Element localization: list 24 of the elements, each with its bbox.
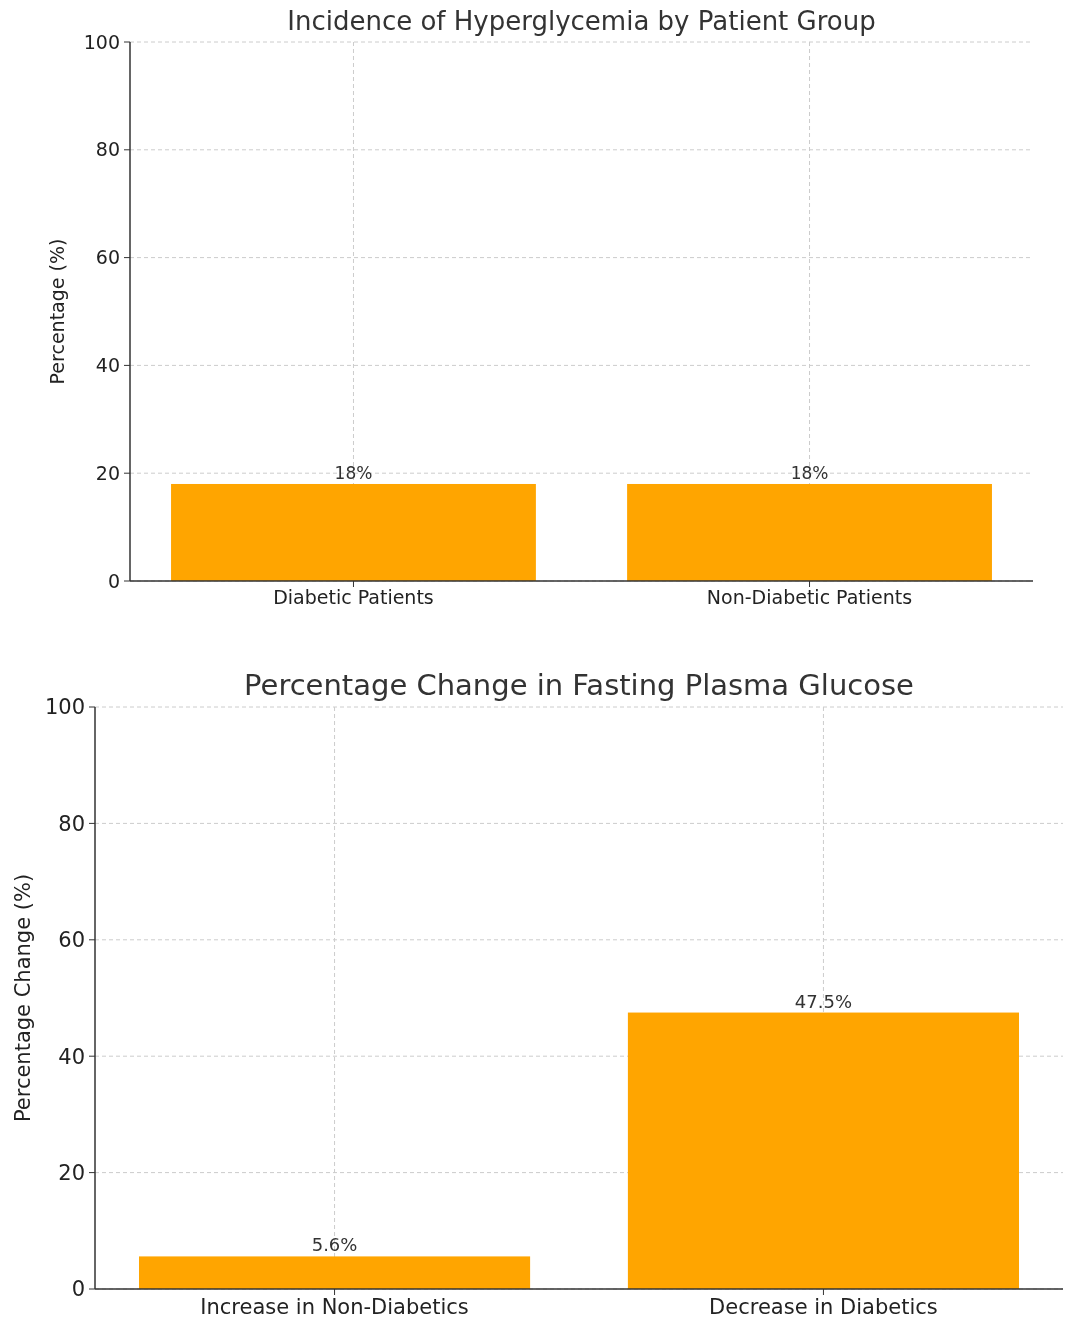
- y-tick-label: 0: [107, 569, 120, 592]
- chart-title: Percentage Change in Fasting Plasma Glucose: [244, 668, 914, 702]
- data-label: 47.5%: [794, 990, 853, 1012]
- y-axis-title: Percentage (%): [46, 238, 68, 385]
- y-tick-label: 20: [58, 1160, 85, 1185]
- y-tick-label: 40: [95, 354, 120, 377]
- chart-title: Incidence of Hyperglycemia by Patient Group: [287, 6, 876, 36]
- y-tick-label: 60: [58, 928, 85, 953]
- y-tick-label: 60: [95, 246, 120, 269]
- x-tick-label: Decrease in Diabetics: [709, 1294, 938, 1319]
- y-tick-label: 80: [95, 138, 120, 161]
- y-tick-label: 100: [44, 695, 85, 720]
- y-tick-label: 100: [83, 30, 120, 53]
- y-axis-title: Percentage Change (%): [11, 873, 35, 1123]
- y-tick-label: 0: [71, 1277, 85, 1302]
- data-label: 18%: [334, 462, 373, 483]
- data-label: 18%: [790, 462, 829, 483]
- x-tick-label: Non-Diabetic Patients: [706, 586, 913, 609]
- y-tick-label: 20: [95, 461, 120, 484]
- y-tick-label: 40: [58, 1044, 85, 1069]
- y-tick-label: 80: [58, 811, 85, 836]
- x-tick-label: Increase in Non-Diabetics: [200, 1294, 469, 1319]
- data-label: 5.6%: [311, 1234, 358, 1256]
- x-tick-label: Diabetic Patients: [273, 586, 434, 609]
